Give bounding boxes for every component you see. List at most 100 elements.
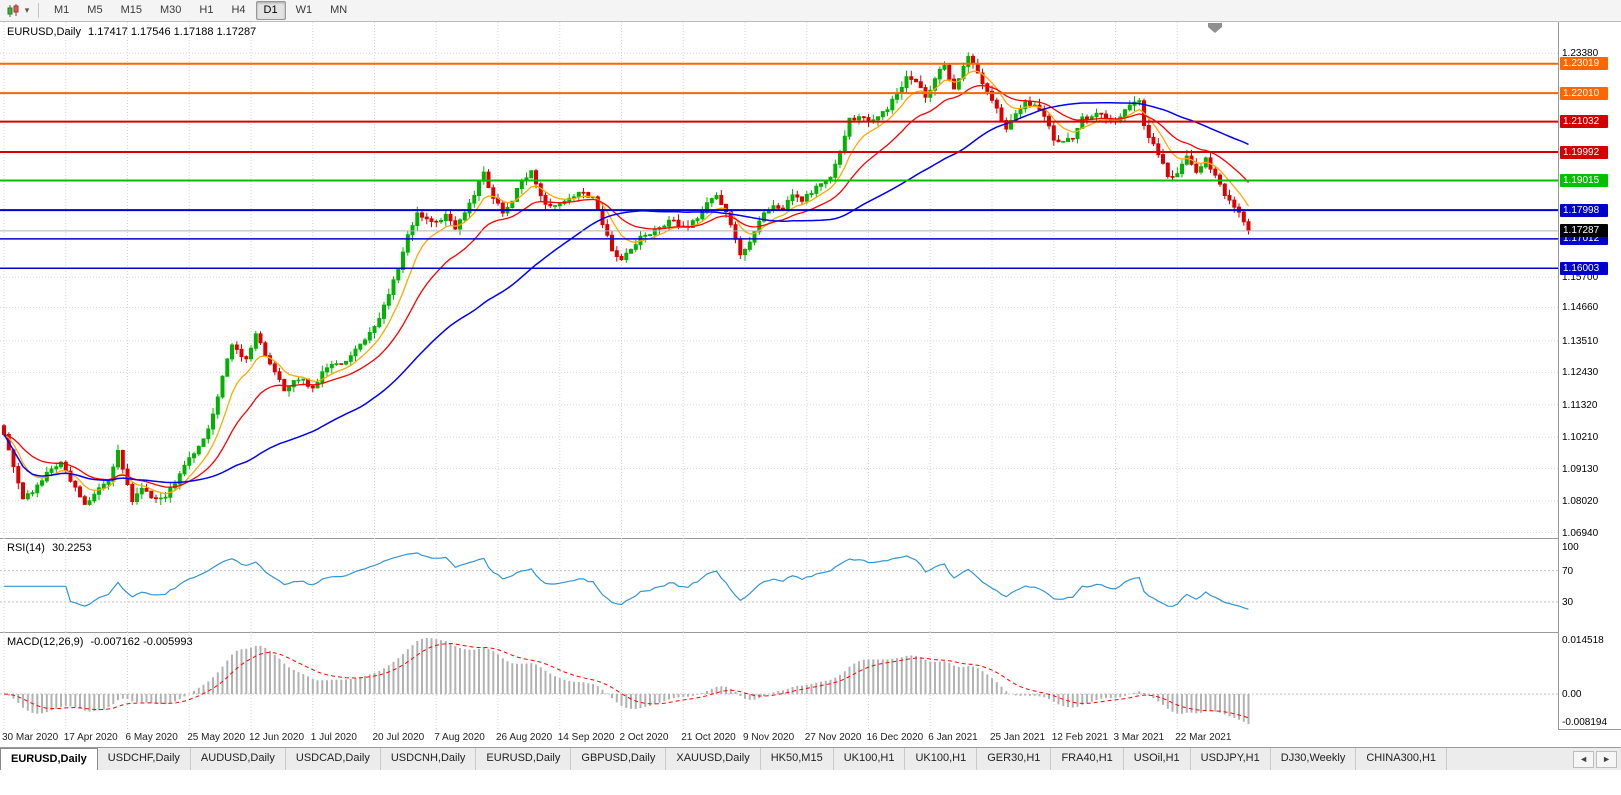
timeframe-button-w1[interactable]: W1 [295,4,313,16]
rsi-indicator-pane[interactable]: RSI(14) 30.2253 [0,538,1558,632]
macd-axis-label: 0.00 [1562,689,1582,700]
chart-tab-dj30-weekly[interactable]: DJ30,Weekly [1270,748,1357,770]
chart-tab-ger30-h1[interactable]: GER30,H1 [977,748,1052,770]
price-axis-label: 1.13510 [1562,335,1599,347]
price-axis-label: 1.15700 [1562,272,1599,284]
tab-navigation: ◄ ► [1571,748,1621,770]
date-axis-label: 9 Nov 2020 [743,732,795,743]
price-level-badge: 1.21032 [1560,115,1608,129]
date-axis-label: 16 Dec 2020 [866,732,924,743]
date-axis-label: 22 Mar 2021 [1175,732,1232,743]
chart-tab-eurusd-daily[interactable]: EURUSD,Daily [476,748,572,770]
toolbar-separator [38,3,39,18]
macd-signal-line [3,642,1249,719]
date-axis-label: 27 Nov 2020 [804,732,862,743]
ma-fast-line [3,70,1250,495]
date-axis-label: 25 Jan 2021 [990,732,1046,743]
ma-slow-line [3,102,1249,484]
chart-window: EURUSD,Daily 1.17417 1.17546 1.17188 1.1… [0,22,1621,747]
chart-tab-audusd-daily[interactable]: AUDUSD,Daily [190,748,286,770]
chart-type-caret-icon[interactable]: ▾ [24,5,30,15]
timeframe-button-m5[interactable]: M5 [87,4,103,16]
macd-name: MACD(12,26,9) [7,636,84,648]
chart-tab-hk50-m15[interactable]: HK50,M15 [760,748,834,770]
price-axis-label: 1.12430 [1562,367,1599,379]
date-axis-label: 14 Sep 2020 [557,732,615,743]
chart-tab-usdcad-daily[interactable]: USDCAD,Daily [285,748,381,770]
price-axis-label: 1.08020 [1562,496,1599,507]
rsi-axis-label: 30 [1562,597,1574,608]
timeframe-button-h4[interactable]: H4 [231,4,246,16]
date-axis-label: 26 Aug 2020 [496,732,553,743]
timeframe-button-h1[interactable]: H1 [199,4,214,16]
macd-axis-label: -0.008194 [1562,717,1608,728]
date-axis-label: 6 May 2020 [125,732,178,743]
macd-values: -0.007162 -0.005993 [90,636,193,648]
date-axis-label: 3 Mar 2021 [1113,732,1165,743]
symbol-timeframe-label: EURUSD,Daily [7,26,81,38]
price-level-badge: 1.19992 [1560,145,1608,159]
chart-tab-gbpusd-daily[interactable]: GBPUSD,Daily [571,748,667,770]
date-axis-label: 25 May 2020 [187,732,246,743]
price-axis[interactable]: 1.23380 1.15700 1.14660 1.13510 1.12430 1.113… [1558,22,1621,729]
price-axis-label: 1.11320 [1562,399,1598,411]
rsi-name: RSI(14) [7,542,45,554]
price-axis-label: 1.23380 [1562,48,1599,60]
rsi-line [4,552,1249,610]
date-axis-label: 20 Jul 2020 [372,732,425,743]
chart-type-icon[interactable] [4,2,22,20]
pane-divider[interactable] [0,538,1621,539]
price-level-badge: 1.17998 [1560,203,1608,217]
timeframe-button-d1[interactable]: D1 [255,1,286,20]
price-level-badge: 1.22010 [1560,86,1608,100]
chart-tab-usoil-h1[interactable]: USOil,H1 [1123,748,1191,770]
date-axis-label: 12 Feb 2021 [1051,732,1108,743]
chart-shift-marker [1208,23,1222,33]
timeframe-button-group: M1 M5 M15 M30 H1 H4 D1 W1 MN [45,1,356,20]
chart-tab-usdchf-daily[interactable]: USDCHF,Daily [97,748,191,770]
pane-divider[interactable] [0,632,1621,633]
date-axis-label: 2 Oct 2020 [619,732,669,743]
chart-tab-eurusd-daily[interactable]: EURUSD,Daily [0,748,98,770]
timeframe-button-m15[interactable]: M15 [120,4,142,16]
bull-candle-bodies [25,55,1208,505]
rsi-axis-label: 70 [1562,565,1574,577]
macd-label: MACD(12,26,9) -0.007162 -0.005993 [7,636,197,648]
price-axis-label: 1.06940 [1562,527,1599,539]
chart-tab-xauusd-daily[interactable]: XAUUSD,Daily [666,748,761,770]
chart-tab-usdjpy-h1[interactable]: USDJPY,H1 [1190,748,1271,770]
price-axis-label: 1.10210 [1562,432,1599,444]
chart-tab-uk100-h1[interactable]: UK100,H1 [833,748,906,770]
tabs-scroll-left-button[interactable]: ◄ [1573,750,1595,768]
main-chart-pane[interactable]: EURUSD,Daily 1.17417 1.17546 1.17188 1.1… [0,22,1558,538]
date-axis-label: 7 Aug 2020 [434,732,485,743]
date-axis-label: 12 Jun 2020 [249,732,305,743]
status-strip [0,770,1621,795]
bull-candle-wicks [27,52,1207,506]
chart-tab-china300-h1[interactable]: CHINA300,H1 [1356,748,1448,770]
date-axis-label: 30 Mar 2020 [2,732,59,743]
rsi-svg[interactable] [0,538,1558,632]
macd-indicator-pane[interactable]: MACD(12,26,9) -0.007162 -0.005993 [0,632,1558,729]
time-axis[interactable]: 30 Mar 2020 17 Apr 2020 6 May 2020 25 May 2… [0,729,1558,747]
timeframe-button-mn[interactable]: MN [330,4,348,16]
date-axis-label: 6 Jan 2021 [928,732,978,743]
macd-svg[interactable] [0,632,1558,729]
main-chart-svg[interactable] [0,22,1558,538]
tabs-scroll-right-button[interactable]: ► [1596,750,1617,768]
timeframe-button-m1[interactable]: M1 [54,4,70,16]
chart-tab-uk100-h1[interactable]: UK100,H1 [905,748,978,770]
price-level-badge: 1.16003 [1560,261,1608,275]
ma-medium-line [3,84,1249,488]
date-axis-label: 1 Jul 2020 [310,732,357,743]
chart-ohlc-label: EURUSD,Daily 1.17417 1.17546 1.17188 1.1… [7,26,260,38]
price-axis-label: 1.09130 [1562,463,1599,475]
rsi-axis-label: 100 [1562,542,1579,553]
chart-tabs: EURUSD,Daily USDCHF,Daily AUDUSD,Daily USDC… [0,748,1448,770]
rsi-value: 30.2253 [51,542,92,554]
timeframe-button-m30[interactable]: M30 [159,4,182,16]
chart-tab-usdcnh-daily[interactable]: USDCNH,Daily [380,748,477,770]
ohlc-values: 1.17417 1.17546 1.17188 1.17287 [88,26,257,38]
chart-tab-fra40-h1[interactable]: FRA40,H1 [1051,748,1124,770]
date-axis-label: 21 Oct 2020 [681,732,736,743]
